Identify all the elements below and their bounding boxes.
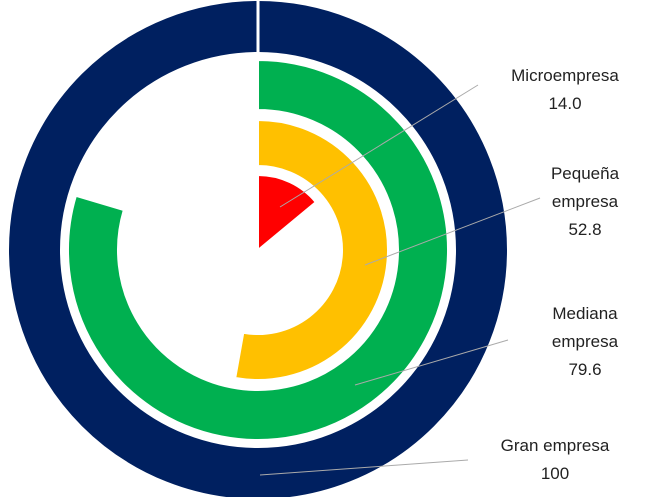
category-label: Pequeña empresa	[550, 164, 620, 211]
value-label: 79.6	[568, 360, 602, 379]
leader-line	[279, 84, 479, 208]
ring-bar	[67, 58, 449, 441]
ring-bar	[234, 118, 389, 381]
leader-line	[354, 339, 509, 386]
category-label: Microempresa	[511, 66, 619, 85]
value-label: 52.8	[568, 220, 602, 239]
leader-line	[364, 197, 541, 266]
ring-bar	[257, 173, 318, 253]
leader-line	[259, 459, 469, 476]
ring-bar	[7, 0, 509, 497]
category-label: Mediana empresa	[551, 304, 619, 351]
value-label: 14.0	[548, 94, 582, 113]
value-label: 100	[540, 464, 570, 483]
category-label: Gran empresa	[500, 436, 610, 455]
